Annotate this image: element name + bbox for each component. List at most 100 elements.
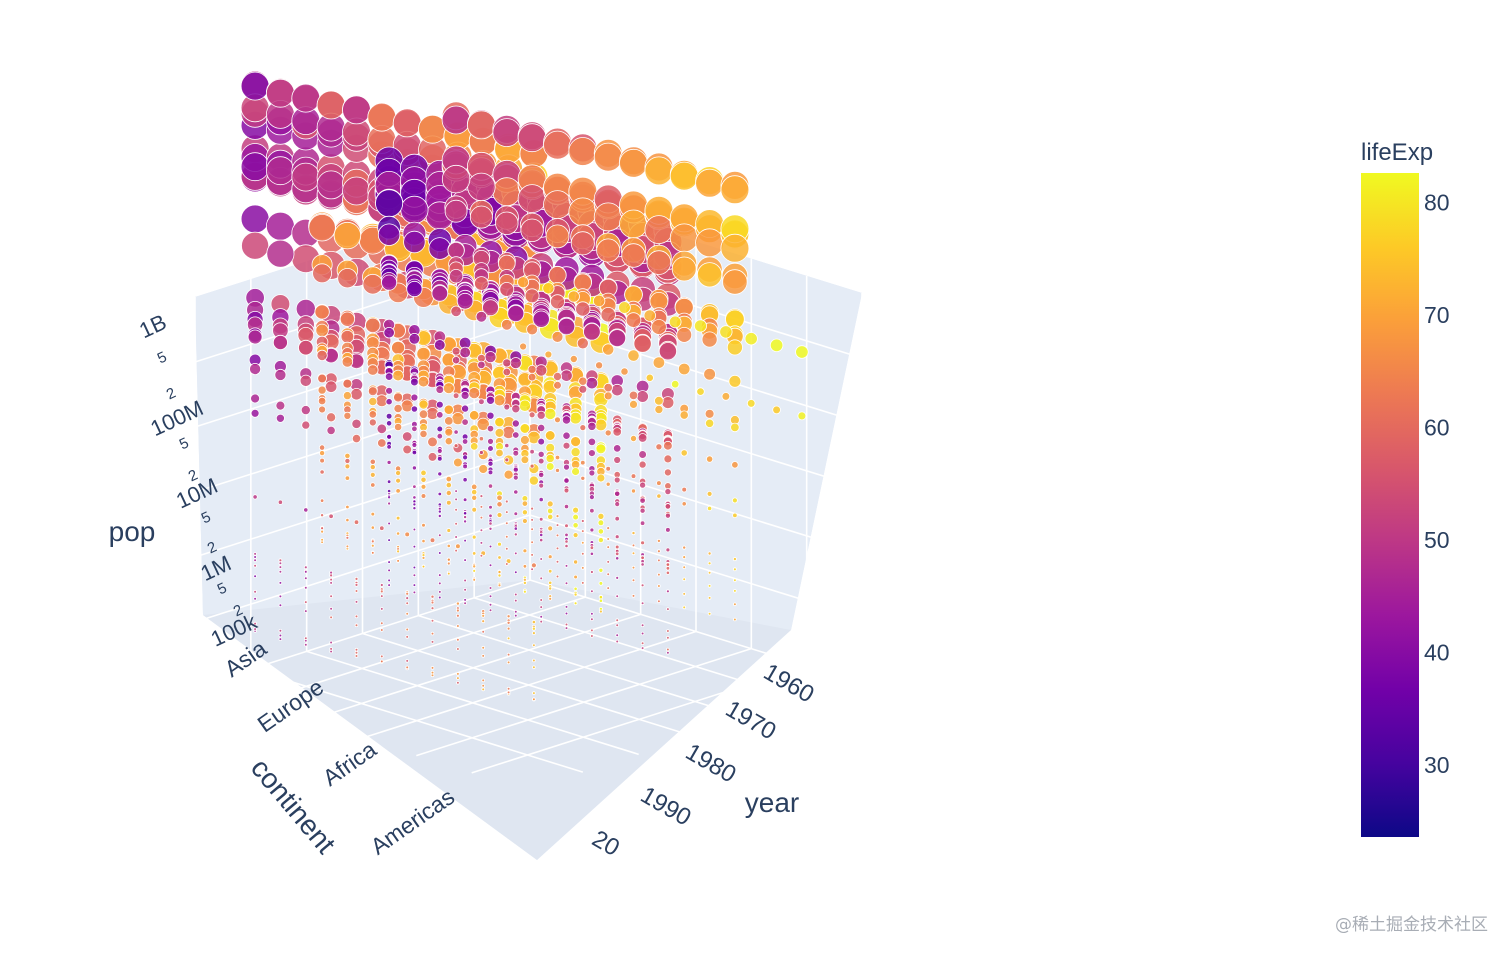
data-point[interactable] (598, 595, 604, 600)
data-point[interactable] (530, 553, 534, 557)
data-point[interactable] (513, 570, 518, 575)
data-point[interactable] (411, 442, 418, 448)
data-point[interactable] (606, 586, 610, 590)
data-point[interactable] (603, 382, 613, 393)
data-point[interactable] (656, 493, 662, 499)
data-point[interactable] (528, 475, 539, 486)
data-point[interactable] (544, 430, 556, 441)
data-point[interactable] (564, 611, 569, 616)
data-point[interactable] (589, 508, 595, 514)
data-point[interactable] (320, 537, 324, 542)
data-point[interactable] (657, 599, 661, 604)
data-point[interactable] (654, 395, 664, 406)
data-point[interactable] (488, 608, 493, 613)
data-point[interactable] (545, 453, 555, 463)
data-point[interactable] (437, 595, 442, 600)
data-point[interactable] (266, 239, 295, 268)
data-point[interactable] (400, 195, 429, 224)
data-point[interactable] (481, 613, 486, 618)
data-point[interactable] (522, 580, 527, 585)
data-point[interactable] (645, 373, 654, 382)
data-point[interactable] (477, 360, 486, 370)
data-point[interactable] (488, 602, 493, 607)
data-point[interactable] (345, 544, 350, 549)
data-point[interactable] (315, 323, 329, 338)
data-point[interactable] (377, 223, 401, 246)
data-point[interactable] (640, 641, 645, 645)
data-point[interactable] (462, 511, 468, 516)
data-point[interactable] (532, 691, 536, 695)
data-point[interactable] (639, 520, 646, 526)
data-point[interactable] (303, 565, 308, 570)
data-point[interactable] (563, 463, 570, 471)
data-point[interactable] (411, 465, 417, 471)
data-point[interactable] (506, 690, 511, 695)
data-point[interactable] (402, 431, 413, 442)
data-point[interactable] (452, 392, 460, 400)
data-point[interactable] (412, 583, 417, 587)
data-point[interactable] (329, 577, 333, 582)
data-point[interactable] (343, 411, 352, 420)
data-point[interactable] (488, 526, 493, 531)
data-point[interactable] (730, 422, 740, 433)
data-point[interactable] (393, 422, 403, 432)
data-point[interactable] (420, 483, 427, 490)
data-point[interactable] (387, 583, 391, 587)
data-point[interactable] (511, 404, 521, 414)
data-point[interactable] (240, 71, 270, 101)
data-point[interactable] (627, 349, 640, 362)
data-point[interactable] (504, 534, 509, 539)
data-point[interactable] (329, 573, 334, 578)
data-point[interactable] (527, 364, 537, 374)
data-point[interactable] (503, 469, 514, 480)
data-point[interactable] (410, 405, 418, 413)
data-point[interactable] (613, 444, 622, 453)
data-point[interactable] (478, 398, 485, 406)
data-point[interactable] (593, 142, 623, 172)
data-point[interactable] (504, 521, 509, 525)
data-point[interactable] (564, 626, 569, 630)
data-point[interactable] (676, 326, 693, 343)
data-point[interactable] (277, 499, 283, 505)
data-point[interactable] (370, 543, 375, 548)
data-point[interactable] (421, 538, 426, 544)
data-point[interactable] (543, 190, 572, 220)
data-point[interactable] (430, 594, 435, 599)
data-point[interactable] (638, 450, 647, 459)
data-point[interactable] (539, 614, 543, 619)
data-point[interactable] (628, 390, 639, 401)
data-point[interactable] (406, 280, 423, 298)
data-point[interactable] (444, 427, 454, 437)
data-point[interactable] (412, 502, 417, 507)
data-point[interactable] (430, 600, 435, 605)
data-point[interactable] (478, 436, 484, 442)
data-point[interactable] (639, 481, 647, 489)
data-point[interactable] (580, 475, 586, 481)
data-point[interactable] (250, 393, 261, 404)
data-point[interactable] (546, 500, 554, 508)
data-point[interactable] (631, 551, 636, 556)
data-point[interactable] (572, 532, 579, 538)
data-point[interactable] (278, 558, 283, 563)
data-point[interactable] (370, 539, 375, 544)
data-point[interactable] (621, 243, 646, 268)
data-point[interactable] (444, 199, 468, 223)
data-point[interactable] (506, 660, 511, 665)
data-point[interactable] (520, 455, 530, 465)
data-point[interactable] (680, 449, 688, 457)
data-point[interactable] (488, 513, 493, 518)
data-point[interactable] (640, 562, 645, 567)
data-point[interactable] (395, 488, 401, 494)
data-point[interactable] (564, 532, 569, 538)
data-point[interactable] (795, 345, 809, 359)
data-point[interactable] (395, 477, 402, 484)
data-point[interactable] (631, 531, 636, 536)
data-point[interactable] (387, 501, 392, 506)
data-point[interactable] (367, 364, 379, 376)
data-point[interactable] (587, 437, 597, 447)
data-point[interactable] (521, 509, 528, 516)
data-point[interactable] (319, 469, 325, 475)
data-point[interactable] (303, 576, 308, 581)
data-point[interactable] (316, 170, 346, 200)
data-point[interactable] (479, 505, 484, 509)
